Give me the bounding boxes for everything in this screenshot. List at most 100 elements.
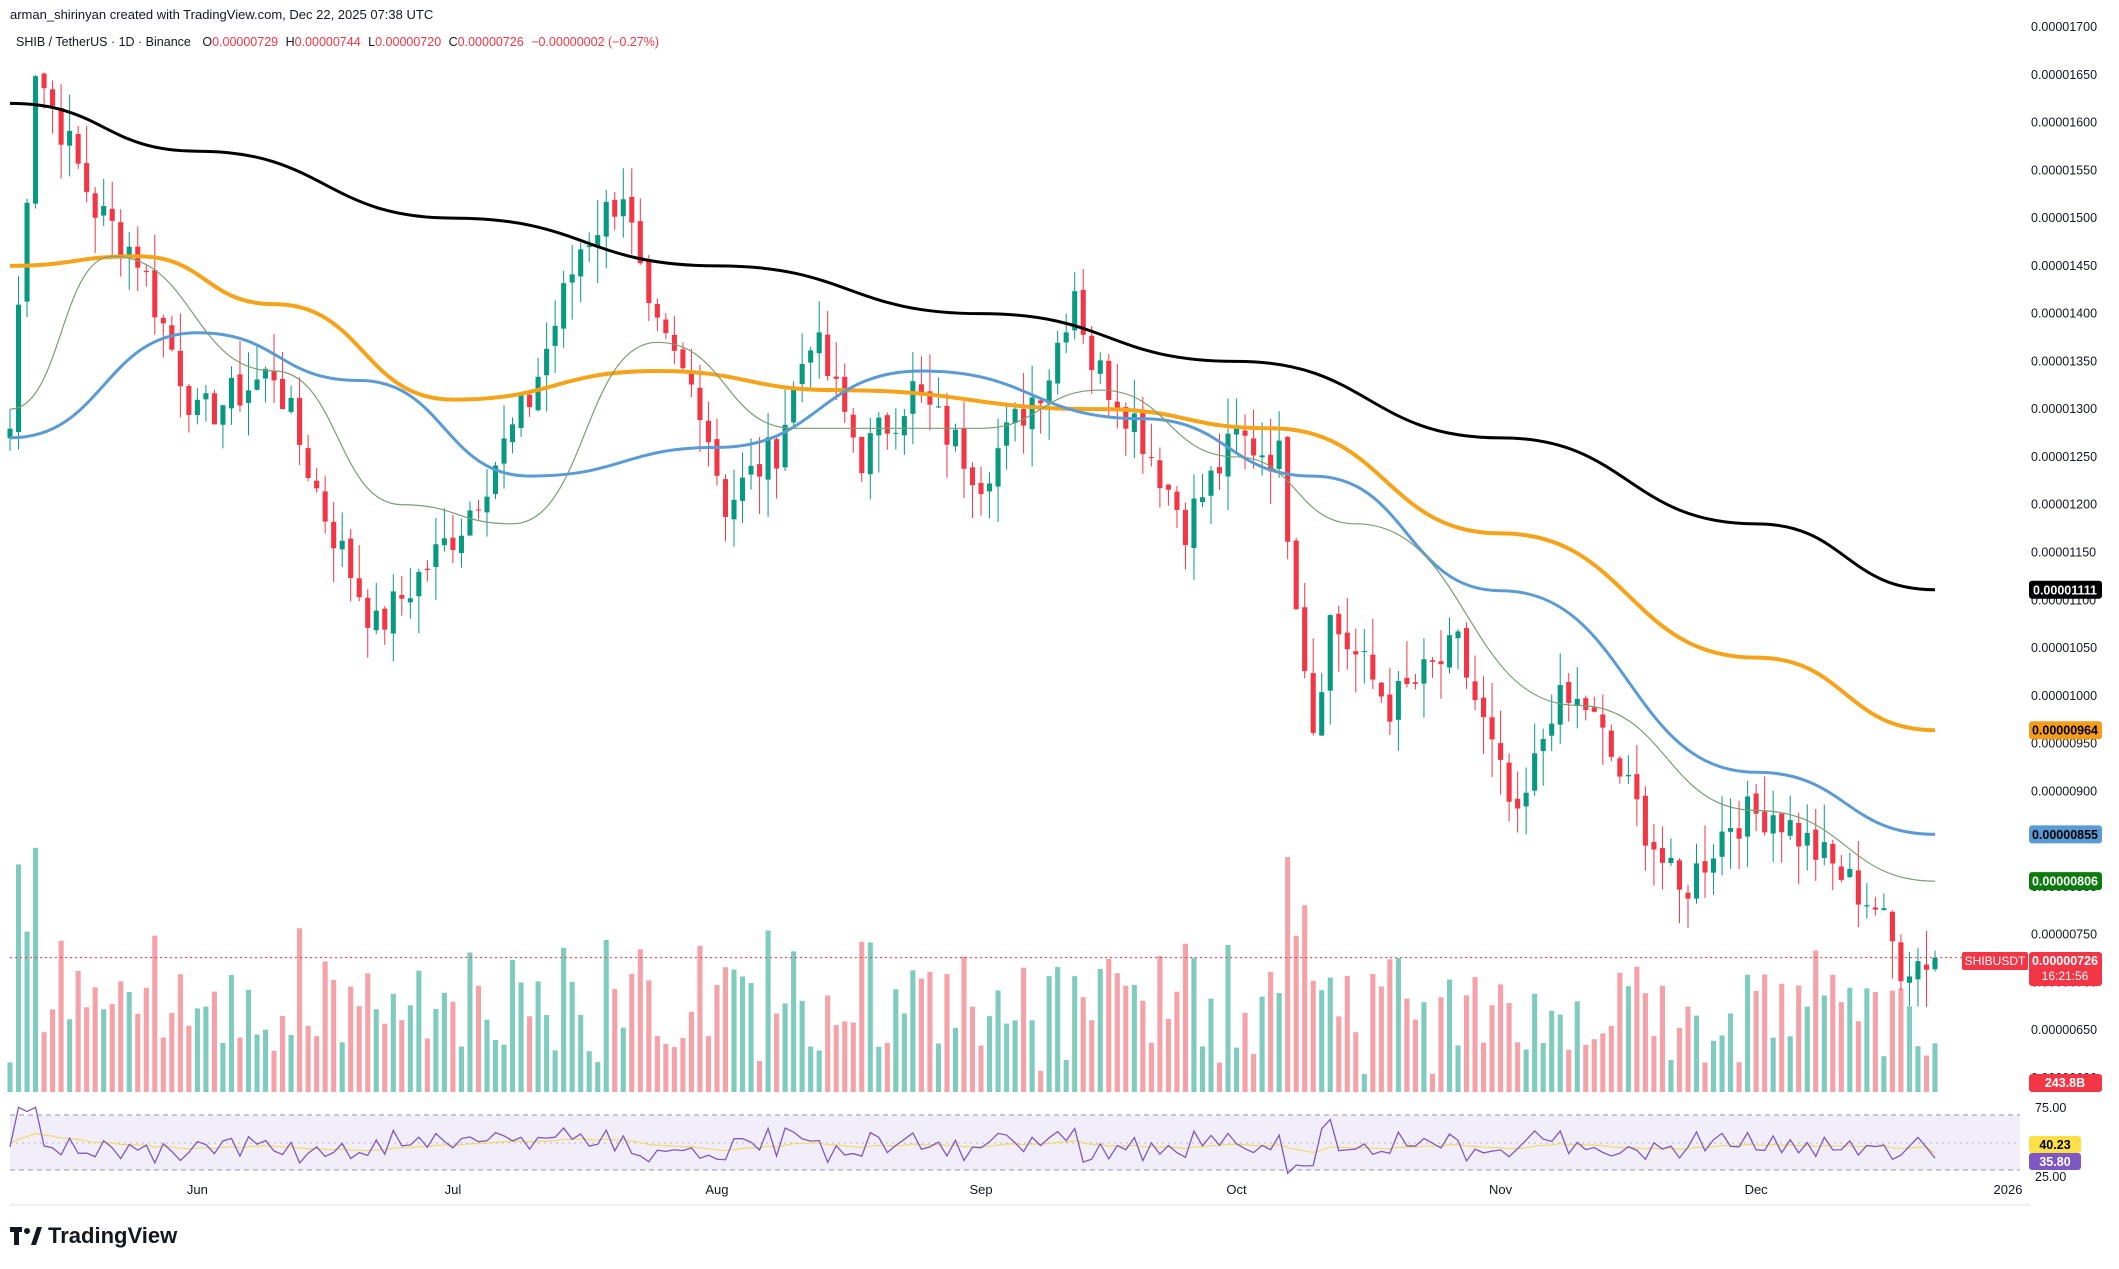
volume-bar	[1259, 996, 1265, 1092]
volume-bar	[688, 1011, 694, 1092]
volume-bar	[135, 1014, 141, 1092]
svg-text:SHIBUSDT: SHIBUSDT	[1965, 954, 2026, 968]
volume-bar	[433, 1009, 439, 1092]
svg-text:35.80: 35.80	[2039, 1155, 2070, 1169]
moving-average-line	[9, 331, 1936, 836]
candle	[757, 464, 763, 477]
moving-average-line	[9, 254, 1936, 733]
candle	[1251, 438, 1257, 456]
candle	[782, 424, 788, 468]
rsi-pane	[9, 1106, 2020, 1175]
candle	[986, 483, 993, 492]
candle	[390, 591, 396, 634]
volume-bar	[373, 1009, 379, 1092]
volume-bar	[169, 1012, 175, 1092]
candle	[1080, 289, 1086, 335]
price-axis[interactable]: 0.00001700 0.00001650 0.00001600 0.00001550…	[2031, 20, 2097, 1085]
candle	[1625, 774, 1631, 777]
time-tick: Aug	[705, 1182, 728, 1197]
candle	[1012, 408, 1018, 423]
candle	[1481, 697, 1487, 718]
candle	[1693, 863, 1700, 899]
candle	[67, 130, 73, 146]
candle	[927, 391, 933, 405]
candle	[271, 370, 277, 381]
volume-bar	[859, 941, 865, 1092]
price-tick: 0.00001650	[2031, 68, 2097, 82]
volume-bar	[995, 990, 1001, 1092]
candle	[1685, 892, 1691, 899]
volume-bar	[1387, 959, 1393, 1092]
svg-text:0.00000964: 0.00000964	[2032, 724, 2098, 738]
volume-bar	[1455, 1045, 1461, 1092]
volume-bar	[1515, 1042, 1521, 1092]
candle	[1710, 858, 1717, 873]
price-tick: 0.00000900	[2031, 784, 2097, 798]
legend-close-label: C	[449, 35, 458, 49]
volume-bar	[1770, 1037, 1776, 1092]
volume-bar	[629, 973, 635, 1092]
candle	[1728, 827, 1734, 832]
candle	[705, 420, 711, 443]
time-tick: Sep	[969, 1182, 992, 1197]
candle	[1591, 707, 1597, 712]
candle	[109, 208, 115, 221]
candle	[1199, 497, 1206, 503]
volume-bar	[1361, 1074, 1367, 1092]
legend-change: −0.00000002 (−0.27%)	[531, 35, 659, 49]
svg-text:0.00000726: 0.00000726	[2032, 954, 2098, 968]
volume-bar	[1923, 1055, 1930, 1092]
volume-bar	[799, 1000, 805, 1092]
candle	[1651, 841, 1657, 850]
candle	[1923, 964, 1930, 970]
candle	[7, 428, 13, 439]
candle	[1813, 829, 1819, 860]
candle	[160, 317, 166, 324]
volume-bar	[450, 1001, 456, 1092]
candle	[569, 274, 575, 283]
candle	[1838, 866, 1844, 880]
candle	[1182, 509, 1188, 545]
volume-bar	[356, 1006, 362, 1092]
candle	[535, 376, 541, 411]
tradingview-brand[interactable]: TradingView	[10, 1223, 177, 1249]
candle	[1404, 677, 1410, 685]
volume-bar	[1182, 943, 1188, 1092]
volume-bar	[552, 1050, 558, 1092]
candle	[910, 381, 916, 414]
volume-bar	[1089, 1020, 1095, 1092]
candle	[680, 349, 686, 369]
volume-bar	[1302, 905, 1308, 1092]
volume-bar	[1736, 1062, 1742, 1092]
rsi-ma-badge: 40.23	[2029, 1136, 2081, 1153]
price-tick: 0.00001550	[2031, 163, 2097, 177]
volume-bar	[475, 985, 482, 1092]
svg-text:243.8B: 243.8B	[2045, 1076, 2085, 1090]
candle	[527, 394, 533, 408]
volume-bar	[578, 1014, 584, 1092]
candle	[475, 509, 482, 511]
candle	[1165, 484, 1171, 490]
legend-symbol: SHIB / TetherUS · 1D · Binance	[16, 35, 191, 49]
candle	[1029, 397, 1035, 430]
candle	[1906, 976, 1912, 983]
candle	[722, 479, 729, 517]
volume-bar	[893, 989, 899, 1092]
volume-bar	[1293, 935, 1299, 1092]
volume-bar	[1370, 973, 1376, 1092]
candle	[876, 417, 882, 436]
time-axis[interactable]: Jun Jul Aug Sep Oct Nov Dec 2026	[187, 1182, 2023, 1197]
volume-bar	[305, 1025, 311, 1092]
candle	[1557, 685, 1563, 725]
candle	[288, 397, 294, 412]
candle	[884, 415, 890, 434]
candle	[1498, 743, 1504, 760]
chart-author-line: arman_shirinyan created with TradingView…	[10, 7, 433, 22]
volume-bar	[1055, 967, 1061, 1092]
volume-bar	[1106, 958, 1112, 1092]
volume-bar	[1506, 1002, 1512, 1092]
volume-bar	[961, 956, 967, 1092]
ohlc-legend: SHIB / TetherUS · 1D · Binance O0.000007…	[16, 35, 659, 49]
last-price-badge: 0.00000726 16:21:56	[2029, 952, 2102, 986]
